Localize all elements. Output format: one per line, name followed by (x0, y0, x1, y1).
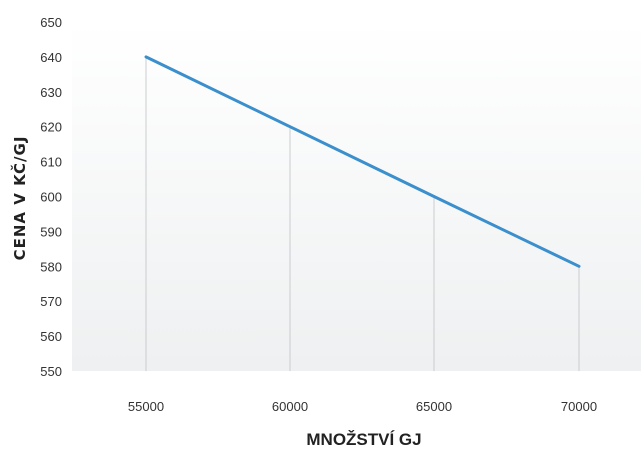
y-tick-label: 590 (40, 224, 62, 239)
x-tick-label: 65000 (416, 399, 452, 414)
y-tick-label: 560 (40, 329, 62, 344)
y-tick-label: 610 (40, 155, 62, 170)
y-tick-label: 650 (40, 15, 62, 30)
y-tick-label: 580 (40, 259, 62, 274)
y-tick-label: 630 (40, 85, 62, 100)
y-tick-label: 550 (40, 364, 62, 379)
x-tick-label: 70000 (561, 399, 597, 414)
y-tick-label: 640 (40, 50, 62, 65)
x-tick-label: 55000 (128, 399, 164, 414)
x-tick-label: 60000 (272, 399, 308, 414)
y-tick-label: 570 (40, 294, 62, 309)
y-tick-label: 620 (40, 120, 62, 135)
y-axis-title: CENA V KČ/GJ (10, 136, 29, 261)
y-tick-label: 600 (40, 190, 62, 205)
x-axis-title: MNOŽSTVÍ GJ (306, 430, 421, 449)
plot-area (72, 22, 641, 371)
series-line (144, 55, 581, 268)
